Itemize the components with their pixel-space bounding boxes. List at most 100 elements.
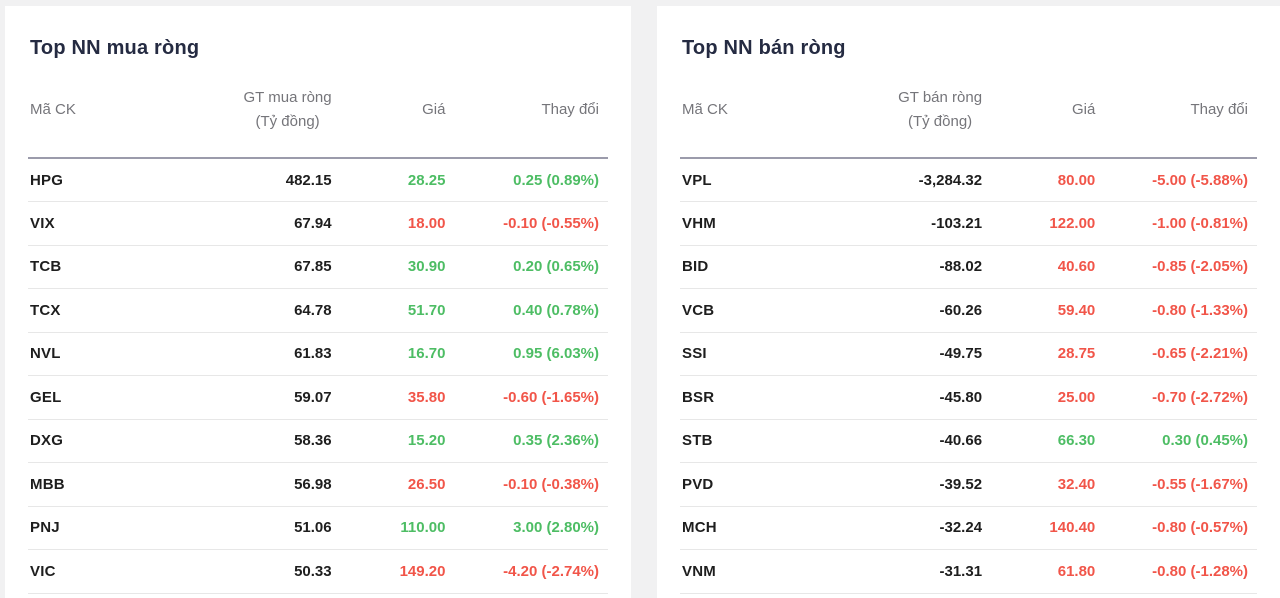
stock-symbol[interactable]: DXG bbox=[30, 432, 64, 450]
table-row[interactable]: STB -40.66 66.30 0.30 (0.45%) bbox=[680, 419, 1257, 463]
stock-symbol[interactable]: SSI bbox=[682, 345, 707, 363]
stock-symbol[interactable]: VPL bbox=[682, 171, 712, 189]
net-value-cell: -88.02 bbox=[939, 258, 983, 276]
price-cell: 149.20 bbox=[399, 562, 446, 580]
price-cell: 59.40 bbox=[1057, 301, 1096, 319]
price-cell: 32.40 bbox=[1057, 475, 1096, 493]
table-row[interactable]: MCH -32.24 140.40 -0.80 (-0.57%) bbox=[680, 506, 1257, 550]
change-cell: -1.00 (-0.81%) bbox=[1152, 214, 1248, 232]
net-value-cell: -60.26 bbox=[939, 301, 983, 319]
net-buy-table: Mã CK GT mua ròng (Tỷ đồng) Giá Thay đổi… bbox=[28, 62, 608, 594]
stock-symbol[interactable]: MBB bbox=[30, 475, 65, 493]
table-row[interactable]: VPL -3,284.32 80.00 -5.00 (-5.88%) bbox=[680, 158, 1257, 202]
price-cell: 122.00 bbox=[1049, 214, 1096, 232]
price-cell: 66.30 bbox=[1057, 432, 1096, 450]
net-value-cell: 67.94 bbox=[294, 214, 332, 232]
stock-symbol[interactable]: PVD bbox=[682, 475, 714, 493]
column-header-net-value-line2: (Tỷ đồng) bbox=[907, 112, 973, 130]
table-row[interactable]: VIX 67.94 18.00 -0.10 (-0.55%) bbox=[28, 202, 608, 245]
table-row[interactable]: VIC 50.33 149.20 -4.20 (-2.74%) bbox=[28, 550, 608, 593]
column-header-net-value-line2: (Tỷ đồng) bbox=[255, 112, 320, 130]
change-cell: 0.40 (0.78%) bbox=[513, 301, 599, 319]
stock-symbol[interactable]: HPG bbox=[30, 171, 64, 189]
table-row[interactable]: TCX 64.78 51.70 0.40 (0.78%) bbox=[28, 289, 608, 332]
stock-symbol[interactable]: PNJ bbox=[30, 519, 60, 537]
change-cell: -0.80 (-1.33%) bbox=[1152, 301, 1248, 319]
panel-title-net-sell: Top NN bán ròng bbox=[682, 37, 846, 59]
price-cell: 18.00 bbox=[407, 214, 446, 232]
price-cell: 15.20 bbox=[407, 432, 446, 450]
table-row[interactable]: BID -88.02 40.60 -0.85 (-2.05%) bbox=[680, 245, 1257, 289]
stock-symbol[interactable]: VIX bbox=[30, 214, 55, 232]
net-value-cell: 59.07 bbox=[294, 388, 332, 406]
change-cell: 0.20 (0.65%) bbox=[513, 258, 599, 276]
net-value-cell: -40.66 bbox=[939, 432, 983, 450]
net-value-cell: 56.98 bbox=[294, 475, 332, 493]
price-cell: 61.80 bbox=[1057, 562, 1096, 580]
stock-symbol[interactable]: TCX bbox=[30, 301, 61, 319]
change-cell: 0.95 (6.03%) bbox=[513, 345, 599, 363]
column-header-net-value-text: GT mua ròng (Tỷ đồng) bbox=[244, 86, 332, 134]
change-cell: 0.35 (2.36%) bbox=[513, 432, 599, 450]
column-header-change: Thay đổi bbox=[1095, 62, 1257, 159]
price-cell: 28.75 bbox=[1057, 345, 1096, 363]
price-cell: 51.70 bbox=[407, 301, 446, 319]
net-value-cell: -39.52 bbox=[939, 475, 983, 493]
change-cell: -5.00 (-5.88%) bbox=[1152, 171, 1248, 189]
table-row[interactable]: VNM -31.31 61.80 -0.80 (-1.28%) bbox=[680, 550, 1257, 593]
stock-symbol[interactable]: GEL bbox=[30, 388, 62, 406]
price-cell: 16.70 bbox=[407, 345, 446, 363]
column-header-net-value-line1: GT bán ròng bbox=[898, 88, 983, 106]
table-row[interactable]: MBB 56.98 26.50 -0.10 (-0.38%) bbox=[28, 463, 608, 506]
change-cell: -0.65 (-2.21%) bbox=[1152, 345, 1248, 363]
table-row[interactable]: DXG 58.36 15.20 0.35 (2.36%) bbox=[28, 419, 608, 463]
stock-symbol[interactable]: BSR bbox=[682, 388, 715, 406]
stock-symbol[interactable]: VIC bbox=[30, 562, 56, 580]
price-cell: 26.50 bbox=[407, 475, 446, 493]
net-value-cell: 61.83 bbox=[294, 345, 332, 363]
stock-symbol[interactable]: STB bbox=[682, 432, 713, 450]
column-header-symbol: Mã CK bbox=[680, 62, 807, 159]
column-header-change: Thay đổi bbox=[445, 62, 608, 159]
stock-symbol[interactable]: VNM bbox=[682, 562, 716, 580]
column-header-price: Giá bbox=[982, 62, 1096, 159]
price-cell: 80.00 bbox=[1057, 171, 1096, 189]
net-sell-table: Mã CK GT bán ròng (Tỷ đồng) Giá Thay đổi… bbox=[680, 62, 1257, 594]
change-cell: -0.80 (-0.57%) bbox=[1152, 519, 1248, 537]
stock-symbol[interactable]: TCB bbox=[30, 258, 62, 276]
net-value-cell: 67.85 bbox=[294, 258, 332, 276]
table-row[interactable]: HPG 482.15 28.25 0.25 (0.89%) bbox=[28, 158, 608, 202]
column-header-net-value-text: GT bán ròng (Tỷ đồng) bbox=[898, 86, 982, 134]
change-cell: -0.10 (-0.38%) bbox=[503, 475, 599, 493]
table-row[interactable]: GEL 59.07 35.80 -0.60 (-1.65%) bbox=[28, 376, 608, 419]
stock-symbol[interactable]: MCH bbox=[682, 519, 717, 537]
table-header-row: Mã CK GT bán ròng (Tỷ đồng) Giá Thay đổi bbox=[680, 62, 1257, 159]
net-value-cell: 50.33 bbox=[294, 562, 332, 580]
column-header-net-value: GT bán ròng (Tỷ đồng) bbox=[806, 62, 983, 159]
panel-net-sell: Top NN bán ròng Mã CK GT bán ròng (Tỷ đồ… bbox=[657, 6, 1280, 598]
change-cell: -0.55 (-1.67%) bbox=[1152, 475, 1248, 493]
stock-symbol[interactable]: VHM bbox=[682, 214, 716, 232]
table-row[interactable]: PNJ 51.06 110.00 3.00 (2.80%) bbox=[28, 506, 608, 550]
table-row[interactable]: PVD -39.52 32.40 -0.55 (-1.67%) bbox=[680, 463, 1257, 506]
table-row[interactable]: BSR -45.80 25.00 -0.70 (-2.72%) bbox=[680, 376, 1257, 419]
table-row[interactable]: SSI -49.75 28.75 -0.65 (-2.21%) bbox=[680, 332, 1257, 376]
table-row[interactable]: VHM -103.21 122.00 -1.00 (-0.81%) bbox=[680, 202, 1257, 245]
stock-symbol[interactable]: VCB bbox=[682, 301, 715, 319]
stock-symbol[interactable]: BID bbox=[682, 258, 709, 276]
column-header-net-value: GT mua ròng (Tỷ đồng) bbox=[155, 62, 332, 159]
change-cell: 3.00 (2.80%) bbox=[513, 519, 599, 537]
table-row[interactable]: TCB 67.85 30.90 0.20 (0.65%) bbox=[28, 245, 608, 289]
net-value-cell: 51.06 bbox=[294, 519, 332, 537]
table-row[interactable]: VCB -60.26 59.40 -0.80 (-1.33%) bbox=[680, 289, 1257, 332]
net-buy-table-body: HPG 482.15 28.25 0.25 (0.89%) VIX 67.94 … bbox=[28, 158, 608, 593]
table-row[interactable]: NVL 61.83 16.70 0.95 (6.03%) bbox=[28, 332, 608, 376]
stock-symbol[interactable]: NVL bbox=[30, 345, 61, 363]
net-value-cell: -45.80 bbox=[939, 388, 983, 406]
change-cell: 0.30 (0.45%) bbox=[1162, 432, 1248, 450]
net-value-cell: 64.78 bbox=[294, 301, 332, 319]
price-cell: 40.60 bbox=[1057, 258, 1096, 276]
net-sell-table-body: VPL -3,284.32 80.00 -5.00 (-5.88%) VHM -… bbox=[680, 158, 1257, 593]
net-value-cell: 482.15 bbox=[285, 171, 332, 189]
net-value-cell: -49.75 bbox=[939, 345, 983, 363]
